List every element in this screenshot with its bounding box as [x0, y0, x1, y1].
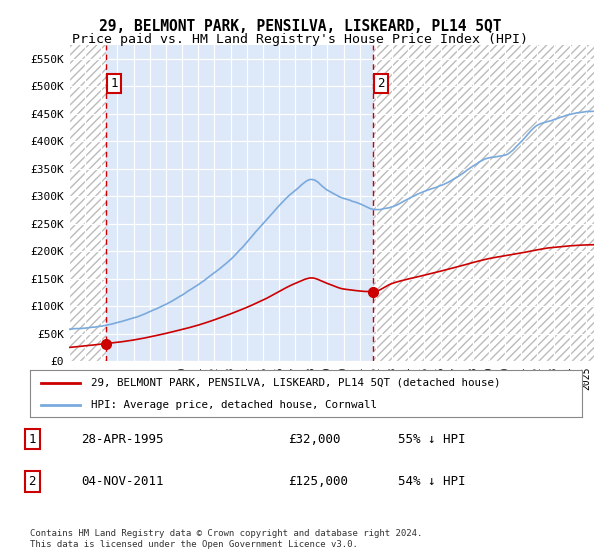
- Text: £125,000: £125,000: [289, 475, 349, 488]
- Text: 55% ↓ HPI: 55% ↓ HPI: [398, 432, 466, 446]
- Text: 1: 1: [28, 432, 36, 446]
- Text: 2: 2: [377, 77, 385, 90]
- Text: 54% ↓ HPI: 54% ↓ HPI: [398, 475, 466, 488]
- Bar: [69, 45, 106, 361]
- Text: 2: 2: [28, 475, 36, 488]
- Text: 28-APR-1995: 28-APR-1995: [81, 432, 164, 446]
- Text: Price paid vs. HM Land Registry's House Price Index (HPI): Price paid vs. HM Land Registry's House …: [72, 32, 528, 46]
- Bar: [373, 45, 594, 361]
- Text: £32,000: £32,000: [289, 432, 341, 446]
- Text: HPI: Average price, detached house, Cornwall: HPI: Average price, detached house, Corn…: [91, 400, 377, 410]
- Text: 29, BELMONT PARK, PENSILVA, LISKEARD, PL14 5QT: 29, BELMONT PARK, PENSILVA, LISKEARD, PL…: [99, 20, 501, 34]
- Text: Contains HM Land Registry data © Crown copyright and database right 2024.
This d: Contains HM Land Registry data © Crown c…: [30, 529, 422, 549]
- Text: 1: 1: [110, 77, 118, 90]
- Text: 04-NOV-2011: 04-NOV-2011: [81, 475, 164, 488]
- Text: 29, BELMONT PARK, PENSILVA, LISKEARD, PL14 5QT (detached house): 29, BELMONT PARK, PENSILVA, LISKEARD, PL…: [91, 378, 500, 388]
